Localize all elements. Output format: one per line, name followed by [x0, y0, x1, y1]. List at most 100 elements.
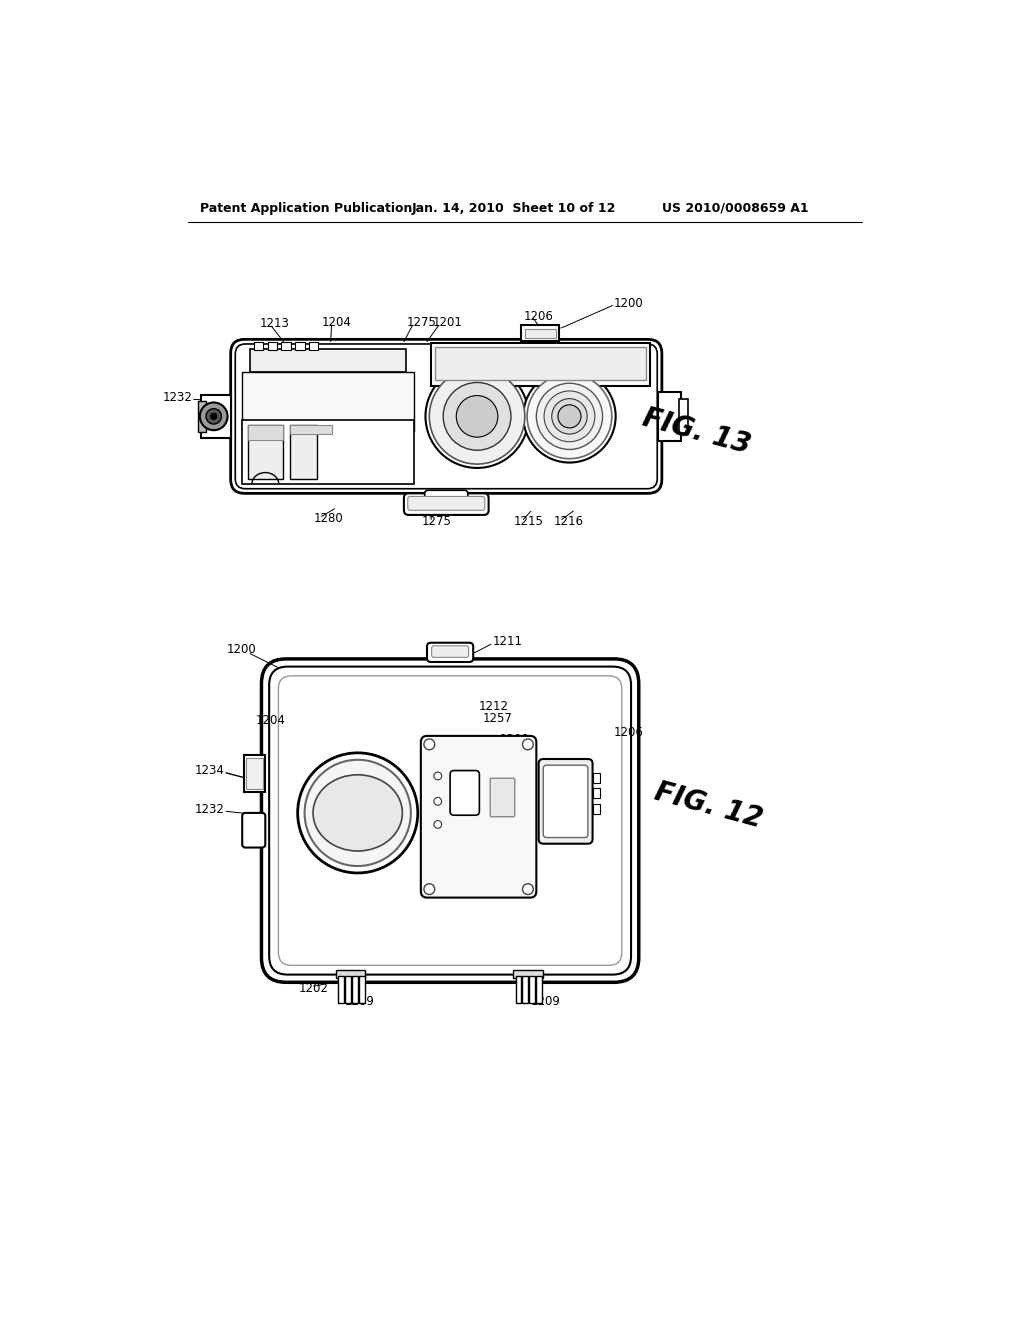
- Circle shape: [527, 374, 611, 459]
- Circle shape: [523, 370, 615, 462]
- FancyBboxPatch shape: [425, 490, 468, 503]
- Text: 1206: 1206: [614, 726, 644, 739]
- Text: 1204: 1204: [256, 714, 286, 727]
- Text: 1200: 1200: [614, 297, 644, 310]
- Text: 1216: 1216: [554, 515, 584, 528]
- Circle shape: [424, 739, 435, 750]
- Circle shape: [443, 383, 511, 450]
- Circle shape: [429, 368, 524, 465]
- Bar: [339, 977, 344, 1003]
- Text: 1201: 1201: [433, 315, 463, 329]
- Bar: [593, 788, 600, 799]
- FancyBboxPatch shape: [539, 759, 593, 843]
- Text: 1234: 1234: [195, 764, 224, 777]
- FancyBboxPatch shape: [490, 779, 515, 817]
- Circle shape: [200, 403, 227, 430]
- Circle shape: [537, 383, 602, 450]
- FancyBboxPatch shape: [403, 494, 488, 515]
- Circle shape: [424, 884, 435, 895]
- Text: 1202: 1202: [298, 982, 329, 995]
- FancyBboxPatch shape: [269, 667, 631, 974]
- FancyBboxPatch shape: [427, 643, 473, 663]
- Text: 1232: 1232: [195, 803, 224, 816]
- Circle shape: [425, 364, 528, 469]
- Text: 1206: 1206: [523, 310, 553, 323]
- Bar: [537, 977, 542, 1003]
- FancyBboxPatch shape: [279, 676, 622, 965]
- Bar: [593, 804, 600, 813]
- Bar: [515, 977, 521, 1003]
- Bar: [295, 342, 304, 350]
- Bar: [290, 425, 316, 479]
- FancyBboxPatch shape: [408, 496, 484, 511]
- Bar: [199, 401, 206, 432]
- Circle shape: [211, 413, 217, 420]
- FancyBboxPatch shape: [243, 813, 265, 847]
- Bar: [290, 425, 333, 434]
- Circle shape: [434, 821, 441, 829]
- Text: 1209: 1209: [531, 995, 561, 1008]
- Bar: [267, 342, 276, 350]
- Circle shape: [544, 391, 595, 442]
- Text: 1214: 1214: [354, 805, 385, 818]
- Bar: [431, 343, 650, 385]
- Bar: [345, 977, 351, 1003]
- Text: 1215: 1215: [514, 515, 544, 528]
- Bar: [529, 977, 535, 1003]
- Bar: [513, 970, 543, 978]
- Bar: [435, 347, 646, 380]
- Bar: [254, 342, 263, 350]
- Circle shape: [298, 752, 418, 873]
- Bar: [243, 420, 414, 484]
- Text: 1205: 1205: [355, 816, 385, 829]
- Text: Patent Application Publication: Patent Application Publication: [200, 202, 413, 215]
- Bar: [249, 425, 283, 441]
- Text: 1232: 1232: [162, 391, 193, 404]
- Bar: [282, 342, 291, 350]
- FancyBboxPatch shape: [236, 345, 657, 488]
- Ellipse shape: [313, 775, 402, 851]
- FancyBboxPatch shape: [451, 771, 479, 816]
- Text: FIG. 13: FIG. 13: [639, 404, 754, 459]
- Circle shape: [206, 409, 221, 424]
- Text: 1208: 1208: [500, 733, 529, 746]
- FancyBboxPatch shape: [261, 659, 639, 982]
- Bar: [679, 400, 688, 433]
- Text: 1275: 1275: [422, 515, 452, 528]
- Bar: [202, 395, 230, 438]
- Text: 1257: 1257: [482, 713, 512, 726]
- Text: 1275: 1275: [486, 389, 502, 420]
- FancyBboxPatch shape: [230, 339, 662, 494]
- Circle shape: [457, 396, 498, 437]
- Text: 1204: 1204: [322, 315, 351, 329]
- Bar: [593, 774, 600, 783]
- Circle shape: [522, 884, 534, 895]
- Bar: [359, 977, 365, 1003]
- Circle shape: [434, 772, 441, 780]
- Bar: [524, 329, 556, 338]
- FancyBboxPatch shape: [432, 645, 469, 657]
- Bar: [309, 342, 318, 350]
- Bar: [658, 392, 681, 441]
- Circle shape: [522, 739, 534, 750]
- Bar: [521, 326, 559, 341]
- Bar: [473, 411, 573, 422]
- Bar: [244, 755, 265, 792]
- Text: US 2010/0008659 A1: US 2010/0008659 A1: [662, 202, 809, 215]
- FancyBboxPatch shape: [421, 737, 537, 898]
- Bar: [249, 425, 283, 479]
- Bar: [250, 348, 407, 372]
- Circle shape: [434, 797, 441, 805]
- Text: 1209: 1209: [345, 995, 375, 1008]
- Circle shape: [304, 760, 411, 866]
- Text: 1280: 1280: [313, 512, 344, 525]
- Bar: [246, 758, 263, 789]
- Text: 1213: 1213: [260, 317, 290, 330]
- Bar: [243, 372, 414, 430]
- Text: 1211: 1211: [493, 635, 522, 648]
- Text: Jan. 14, 2010  Sheet 10 of 12: Jan. 14, 2010 Sheet 10 of 12: [412, 202, 616, 215]
- Text: 1275: 1275: [407, 315, 436, 329]
- Circle shape: [552, 399, 587, 434]
- Circle shape: [558, 405, 581, 428]
- Text: 1212: 1212: [478, 700, 509, 713]
